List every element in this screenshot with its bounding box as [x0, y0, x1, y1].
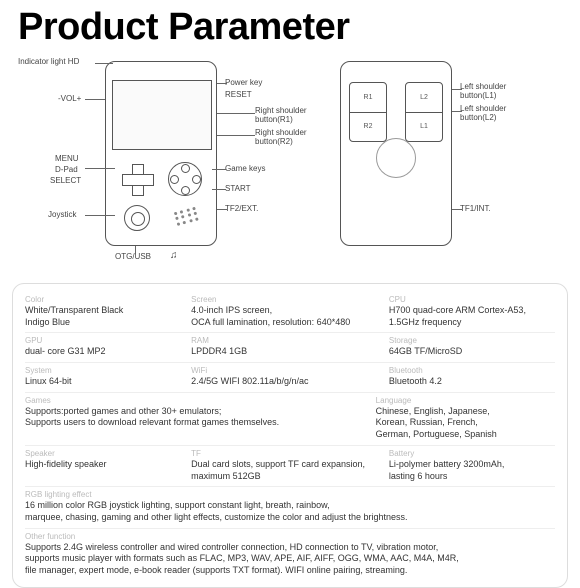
shoulder-left-box: L2 L1	[405, 82, 443, 142]
label-tf2: TF2/EXT.	[225, 205, 258, 214]
label-power: Power key	[225, 79, 262, 88]
label-tf1: TF1/INT.	[460, 205, 491, 214]
spec-row-4: GamesSupports:ported games and other 30+…	[25, 393, 555, 446]
label-indicator: Indicator light HD	[18, 58, 79, 67]
abxy-outline	[168, 162, 202, 196]
headphone-icon: ♫	[170, 250, 178, 261]
screen-outline	[112, 80, 212, 150]
label-lsb2: Left shoulder button(L2)	[460, 105, 520, 123]
label-start: START	[225, 185, 250, 194]
device-diagram: R1 R2 L2 L1 Indicator light HD -VOL+ MEN…	[0, 53, 580, 283]
label-reset: RESET	[225, 91, 252, 100]
joystick-outline	[124, 205, 150, 231]
spec-row-7: Other functionSupports 2.4G wireless con…	[25, 529, 555, 581]
spec-row-5: SpeakerHigh-fidelity speaker TFDual card…	[25, 446, 555, 487]
label-otg: OTG/USB	[115, 253, 151, 262]
back-device-outline: R1 R2 L2 L1	[340, 61, 452, 246]
label-menu: MENU	[55, 155, 79, 164]
dpad-outline	[122, 164, 152, 194]
label-rsb2: Right shoulder button(R2)	[255, 129, 315, 147]
specs-panel: ColorWhite/Transparent Black Indigo Blue…	[12, 283, 568, 588]
label-lsb1: Left shoulder button(L1)	[460, 83, 520, 101]
label-vol: -VOL+	[58, 95, 81, 104]
front-device-outline	[105, 61, 217, 246]
label-rsb1: Right shoulder button(R1)	[255, 107, 315, 125]
page-title: Product Parameter	[0, 0, 580, 53]
spec-row-6: RGB lighting effect16 million color RGB …	[25, 487, 555, 528]
spec-row-1: ColorWhite/Transparent Black Indigo Blue…	[25, 292, 555, 333]
label-select: SELECT	[50, 177, 81, 186]
shoulder-right-box: R1 R2	[349, 82, 387, 142]
speaker-outline	[174, 206, 202, 232]
spec-row-3: SystemLinux 64-bit WiFi2.4/5G WIFI 802.1…	[25, 363, 555, 393]
spec-row-2: GPUdual- core G31 MP2 RAMLPDDR4 1GB Stor…	[25, 333, 555, 363]
back-logo-outline	[376, 138, 416, 178]
label-joystick: Joystick	[48, 211, 76, 220]
label-gamekeys: Game keys	[225, 165, 265, 174]
label-dpad: D-Pad	[55, 166, 78, 175]
